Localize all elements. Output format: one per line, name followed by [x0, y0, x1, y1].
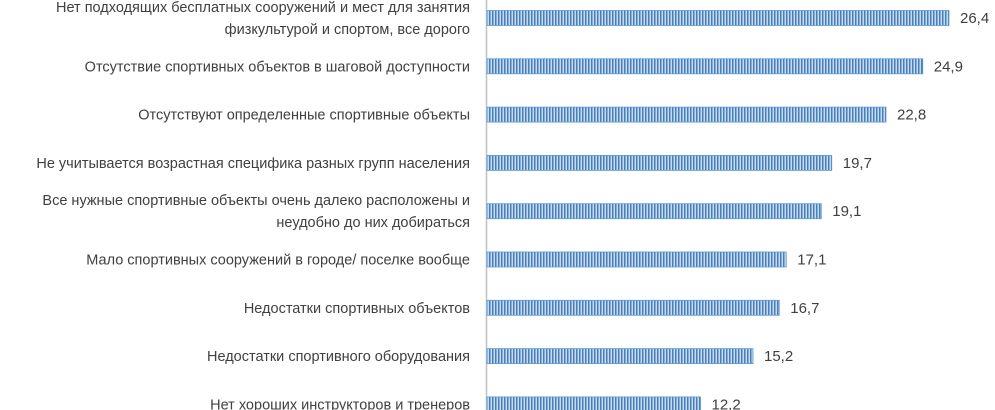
bar-3: [486, 106, 887, 123]
value-label-5: 19,1: [832, 203, 861, 220]
value-label-9: 12,2: [712, 396, 741, 410]
value-label-2: 24,9: [934, 58, 963, 75]
bar-9: [486, 396, 701, 410]
bar-4: [486, 154, 833, 171]
category-label-8: Недостатки спортивного оборудования: [207, 349, 470, 365]
bar-6: [486, 251, 787, 268]
category-label-7: Недостатки спортивных объектов: [244, 301, 470, 317]
category-label-2: Отсутствие спортивных объектов в шаговой…: [85, 59, 470, 75]
bars-group: [486, 10, 950, 410]
value-label-1: 26,4: [960, 10, 989, 27]
bar-7: [486, 299, 780, 316]
category-label-6: Мало спортивных сооружений в городе/ пос…: [86, 253, 470, 269]
category-labels-group: Нет подходящих бесплатных сооружений и м…: [36, 0, 470, 410]
bar-2: [486, 58, 924, 75]
value-label-4: 19,7: [843, 155, 872, 172]
bar-1: [486, 10, 950, 26]
value-label-6: 17,1: [797, 252, 826, 269]
category-label-1: Нет подходящих бесплатных сооружений и м…: [56, 0, 470, 38]
value-labels-group: 26,4 24,9 22,8 19,7 19,1 17,1 16,7 15,2 12,2: [712, 10, 990, 410]
bar-8: [486, 348, 754, 365]
category-label-5: Все нужные спортивные объекты очень дале…: [42, 193, 470, 231]
bar-5: [486, 203, 822, 220]
category-label-9: Нет хороших инструкторов и тренеров: [210, 397, 470, 410]
value-label-8: 15,2: [764, 348, 793, 365]
value-label-3: 22,8: [897, 107, 926, 124]
value-label-7: 16,7: [790, 300, 819, 317]
category-label-4: Не учитывается возрастная специфика разн…: [36, 156, 470, 172]
category-label-3: Отсутствуют определенные спортивные объе…: [138, 108, 470, 124]
